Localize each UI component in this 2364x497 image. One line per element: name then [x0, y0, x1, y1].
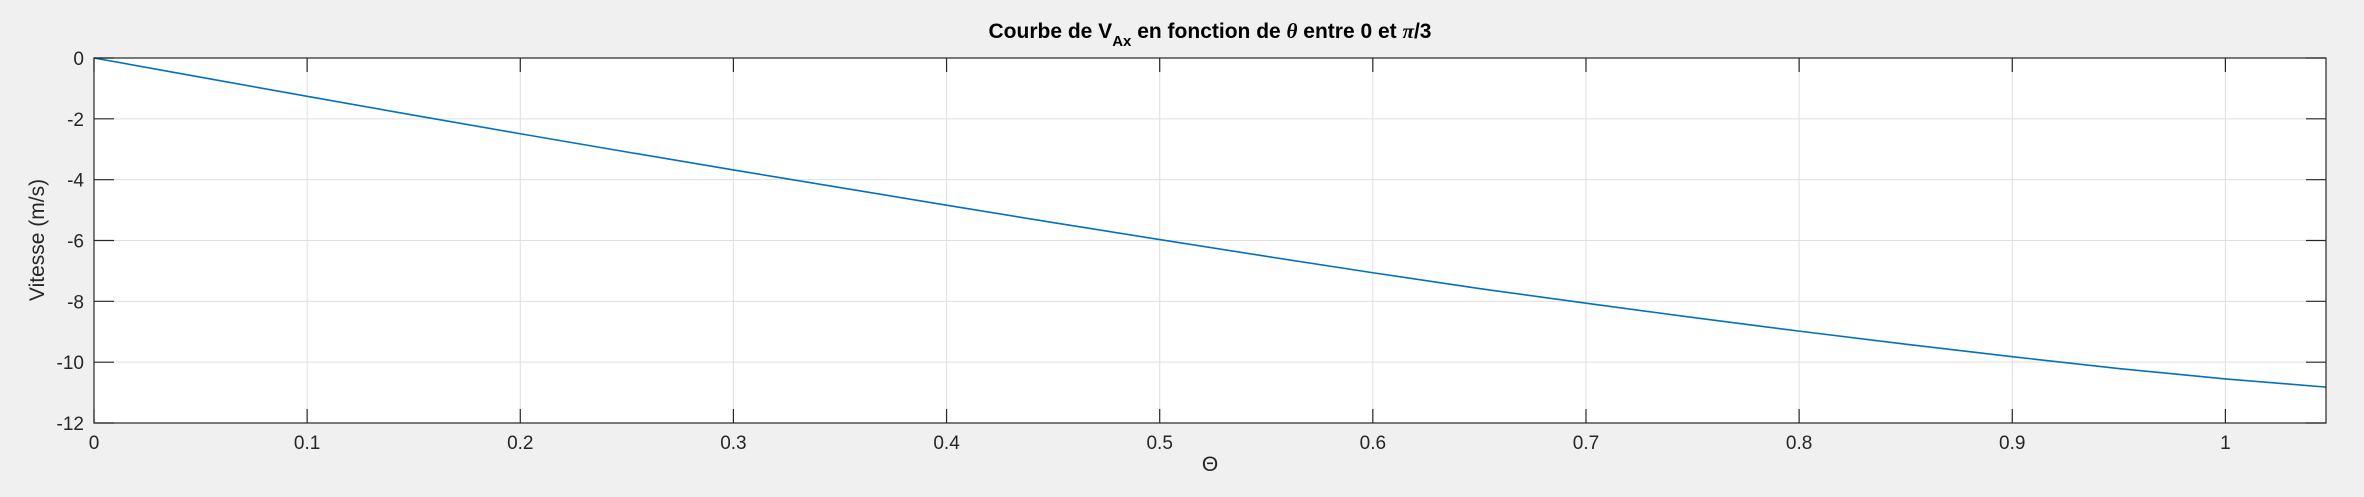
x-tick-label: 0.6: [1360, 433, 1386, 454]
y-tick-label: -10: [57, 353, 84, 374]
x-tick-label: 1: [2220, 433, 2231, 454]
x-tick-label: 0: [89, 433, 100, 454]
y-axis-label: Vitesse (m/s): [26, 179, 49, 301]
chart-title: Courbe de VAx en fonction de θ entre 0 e…: [989, 19, 1432, 50]
title-suffix-start: entre 0 et: [1297, 20, 1402, 43]
y-tick-label: -12: [57, 414, 84, 435]
x-tick-label: 0.9: [1999, 433, 2025, 454]
title-subscript: Ax: [1112, 33, 1132, 50]
x-tick-label: 0.5: [1146, 433, 1172, 454]
x-tick-label: 0.3: [720, 433, 746, 454]
x-tick-label: 0.1: [294, 433, 320, 454]
x-axis-label: Θ: [1202, 453, 1218, 476]
title-pi: π: [1403, 19, 1415, 43]
y-tick-label: 0: [73, 49, 84, 70]
tick-labels: 0 0.1 0.2 0.3 0.4 0.5 0.6 0.7 0.8 0.9 1 0 -2 -4 -6 -8 -1…: [57, 49, 2231, 454]
y-tick-label: -4: [67, 171, 84, 192]
x-tick-label: 0.7: [1573, 433, 1599, 454]
title-middle: en fonction de: [1131, 20, 1286, 43]
series-line: [93, 57, 2327, 388]
x-tick-label: 0.4: [933, 433, 960, 454]
y-tick-label: -8: [67, 292, 84, 313]
title-suffix-end: /3: [1414, 20, 1432, 43]
y-tick-label: -6: [67, 232, 84, 253]
title-theta: θ: [1287, 19, 1298, 43]
ticks: [93, 57, 2326, 424]
series-group: [93, 57, 2327, 388]
y-tick-label: -2: [67, 110, 84, 131]
title-prefix: Courbe de V: [989, 20, 1113, 43]
x-tick-label: 0.8: [1786, 433, 1812, 454]
x-tick-label: 0.2: [507, 433, 533, 454]
